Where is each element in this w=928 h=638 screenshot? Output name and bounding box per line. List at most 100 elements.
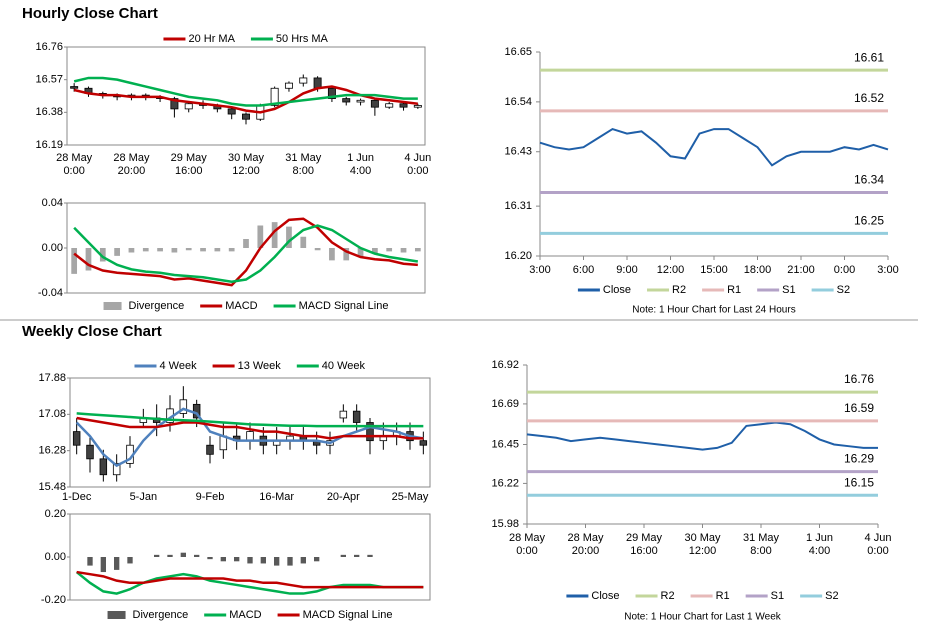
x-tick-label: 30 May 12:00 [227, 152, 265, 177]
legend: Close R2 R1 S1 S2 [566, 590, 839, 602]
legend-label: Close [603, 284, 631, 296]
x-tick-label: 16-Mar [259, 491, 295, 503]
divergence-bar [114, 557, 120, 570]
divergence-bar [114, 248, 120, 256]
level-label: 16.34 [854, 173, 884, 187]
legend-label: 13 Week [238, 360, 282, 372]
x-tick-label: 0:00 [833, 264, 856, 276]
y-tick-label: 0.00 [42, 242, 63, 254]
candle-body [413, 105, 422, 108]
plot-frame [66, 46, 426, 146]
x-tick-label: 4 Jun 0:00 [864, 532, 892, 557]
ma-line [76, 412, 424, 428]
y-tick-label: 15.98 [491, 518, 519, 530]
x-tick-label: 9:00 [616, 264, 638, 276]
divergence-bar [372, 248, 378, 254]
divergence-bar [128, 248, 135, 253]
divergence-bar [314, 248, 321, 251]
divergence-bar [354, 554, 360, 557]
x-tick-label: 28 May 20:00 [113, 152, 150, 177]
candle-body [246, 431, 254, 442]
x-tick-label: 28 May 0:00 [508, 532, 546, 557]
y-tick-label: 16.43 [504, 146, 532, 158]
divergence-bar [85, 248, 92, 271]
candle-body [112, 462, 121, 476]
legend-label: 50 Hrs MA [276, 33, 329, 45]
legend-label: R1 [716, 590, 730, 602]
divergence-bar [167, 554, 173, 557]
x-tick-label: 5-Jan [129, 491, 158, 503]
divergence-bar [286, 226, 292, 248]
y-tick-label: 15.48 [38, 481, 66, 493]
x-tick-label: 3:00 [529, 264, 551, 276]
y-tick-label: 16.76 [35, 41, 63, 53]
x-tick-label: 29 May 16:00 [170, 152, 207, 177]
candle-body [70, 86, 79, 89]
legend-label: MACD [229, 609, 261, 621]
divergence-bar [287, 557, 293, 566]
divergence-bar [340, 554, 346, 557]
candle-body [184, 103, 193, 110]
candle-body [352, 410, 361, 423]
x-tick-label: 29 May 16:00 [625, 532, 663, 557]
legend-swatch [103, 302, 122, 310]
legend-label: R2 [661, 590, 675, 602]
y-tick-label: 17.88 [38, 372, 66, 384]
y-tick-label: 16.28 [38, 445, 66, 457]
legend-label: Divergence [133, 609, 189, 621]
candle-body [284, 82, 293, 89]
candle-body [419, 440, 428, 446]
divergence-bar [271, 222, 278, 248]
divergence-bar [154, 554, 160, 557]
divergence-bar [100, 557, 106, 573]
x-tick-label: 12:00 [656, 264, 685, 276]
legend-label: Close [591, 590, 619, 602]
y-tick-label: 16.38 [35, 106, 63, 118]
close-line [526, 421, 878, 451]
candle-body [399, 103, 408, 108]
legend: Divergence MACD MACD Signal Line [107, 609, 392, 621]
section-title: Weekly Close Chart [22, 323, 162, 340]
divergence-bar [127, 557, 133, 564]
y-tick-label: 16.69 [491, 398, 519, 410]
divergence-bar [400, 248, 407, 253]
level-label: 16.61 [854, 50, 884, 64]
x-tick-label: 28 May 0:00 [56, 152, 93, 177]
ma-line [76, 416, 424, 440]
divergence-bar [343, 248, 350, 261]
divergence-bar [257, 225, 264, 248]
legend: 4 Week 13 Week 40 Week [134, 360, 366, 372]
legend: Divergence MACD MACD Signal Line [103, 300, 389, 312]
legend-swatch [107, 611, 126, 619]
y-tick-label: 16.45 [491, 438, 519, 450]
legend-label: 40 Week [322, 360, 366, 372]
legend-label: 4 Week [159, 360, 197, 372]
x-tick-label: 6:00 [572, 264, 595, 276]
candle-body [227, 108, 236, 115]
x-tick-label: 31 May 8:00 [742, 532, 780, 557]
x-tick-label: 21:00 [787, 264, 815, 276]
chart-note: Note: 1 Hour Chart for Last 24 Hours [632, 305, 795, 316]
legend-label: 20 Hr MA [188, 33, 235, 45]
candle-body [179, 399, 188, 414]
x-tick-label: 30 May 12:00 [684, 532, 721, 557]
y-tick-label: 0.20 [45, 508, 66, 520]
macd-line [75, 571, 424, 595]
divergence-bar [274, 557, 280, 566]
divergence-bar [157, 248, 163, 252]
divergence-bar [243, 239, 249, 248]
macd-line [73, 224, 419, 284]
divergence-bar [300, 557, 306, 564]
y-tick-label: 16.92 [491, 359, 519, 371]
legend-label: MACD Signal Line [299, 300, 389, 312]
close-line [539, 127, 889, 167]
divergence-bar [171, 248, 178, 253]
divergence-bar [414, 248, 421, 252]
x-tick-label: 25-May [391, 491, 429, 503]
candle-body [370, 99, 379, 108]
legend-label: S2 [837, 284, 850, 296]
macd-line [76, 570, 424, 589]
chart-note: Note: 1 Hour Chart for Last 1 Week [624, 612, 782, 623]
divergence-bar [214, 248, 221, 252]
